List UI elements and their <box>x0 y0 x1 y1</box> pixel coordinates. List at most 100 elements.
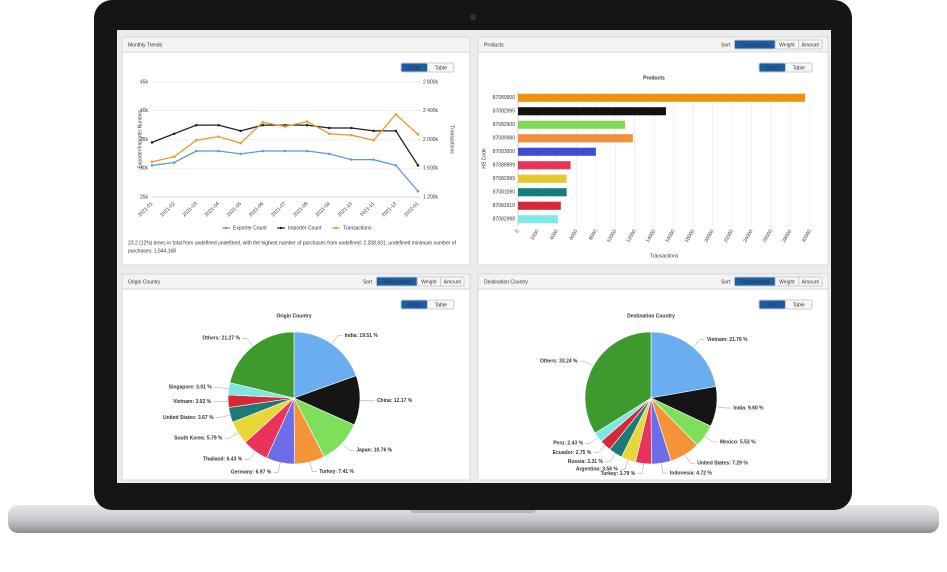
y2-tick-label: 1 600k <box>423 166 439 172</box>
sort-button[interactable] <box>375 276 418 287</box>
legend-marker <box>279 226 283 230</box>
line-point <box>305 149 309 153</box>
view-toggle[interactable] <box>758 62 786 73</box>
legend-marker <box>334 226 338 230</box>
y-tick-label: 87089980 <box>493 136 515 142</box>
line-point <box>261 149 265 153</box>
x-tick-label: 4000 <box>549 228 560 241</box>
label-leader <box>619 459 629 470</box>
label-leader <box>704 436 718 443</box>
line-point <box>239 152 242 156</box>
line-point <box>283 149 287 153</box>
sort-label: Sort <box>721 279 731 285</box>
line-point <box>372 138 375 142</box>
sort-button[interactable] <box>733 276 776 287</box>
label-leader <box>684 454 696 464</box>
label-leader <box>224 432 239 439</box>
sort-button-label: Weight <box>779 279 795 285</box>
label-leader <box>693 339 705 348</box>
bar <box>518 107 666 116</box>
sort-label: Sort <box>363 279 373 285</box>
line-point <box>150 164 154 167</box>
camera <box>470 14 476 20</box>
x-tick-label: 8000 <box>588 228 599 241</box>
view-toggle[interactable] <box>758 299 786 310</box>
view-toggle-label: Chart <box>408 302 421 308</box>
label-leader <box>584 437 599 444</box>
slice-label: Ecuador: 2.75 % <box>553 450 592 456</box>
line-point <box>305 123 309 127</box>
line-point <box>195 138 198 142</box>
sort-button-label: Amount <box>444 279 462 285</box>
line-point <box>328 152 331 156</box>
y-tick-label: 35k <box>140 137 149 143</box>
bar <box>518 161 571 170</box>
y-axis-title: HS Code <box>481 148 487 169</box>
line-point <box>239 141 242 145</box>
sort-button[interactable] <box>733 39 776 50</box>
label-leader <box>331 335 343 345</box>
panel-header <box>121 36 471 53</box>
line-point <box>195 149 198 153</box>
view-toggle[interactable] <box>400 62 428 73</box>
bar <box>518 188 567 197</box>
pie-slice <box>293 331 357 399</box>
chart-title: Destination Country <box>627 313 675 319</box>
line-point <box>394 113 398 116</box>
slice-label: Others: 33.24 % <box>540 359 578 365</box>
slice-label: Argentina: 3.56 % <box>576 467 619 473</box>
label-leader <box>637 463 644 474</box>
sort-label: Sort <box>721 42 731 48</box>
bar <box>518 93 806 102</box>
chart-title: Origin Country <box>276 313 311 319</box>
slice-label: Indonesia: 4.72 % <box>670 470 713 476</box>
y-tick-label: 87082900 <box>493 122 515 128</box>
slice-label: Vietnam: 21.76 % <box>707 337 748 343</box>
x-tick-label: 0 <box>514 228 521 234</box>
bar <box>518 120 626 129</box>
y2-tick-label: 2 800k <box>423 79 439 85</box>
bar <box>518 134 633 143</box>
y-tick-label: 87082995 <box>493 109 515 115</box>
line-point <box>350 158 353 161</box>
panel-title: Destination Country <box>484 279 528 285</box>
slice-label: Turkey: 7.41 % <box>319 469 354 475</box>
slice-label: United States: 3.67 % <box>163 415 214 421</box>
y-tick-label: 87089999 <box>493 163 515 169</box>
summary-note: 23.2 (12%) times in total from undefined… <box>128 240 457 246</box>
y-tick-label: 30k <box>140 166 149 172</box>
label-leader <box>244 451 256 460</box>
label-leader <box>241 338 254 347</box>
line-point <box>328 132 331 136</box>
line-point <box>305 120 309 123</box>
view-toggle[interactable] <box>400 299 428 310</box>
y-axis-title: Exporter/Importer Number <box>137 110 143 168</box>
view-toggle-label: Chart <box>766 302 779 308</box>
line-point <box>372 158 375 161</box>
label-leader <box>213 387 229 390</box>
slice-label: China: 12.17 % <box>377 398 413 404</box>
slice-label: Turkey: 3.79 % <box>601 471 636 477</box>
y-tick-label: 87089900 <box>493 95 515 101</box>
line-point <box>172 155 176 159</box>
label-leader <box>593 445 606 454</box>
slice-label: India: 19.51 % <box>345 333 379 339</box>
slice-label: Vietnam: 3.02 % <box>173 399 212 405</box>
label-leader <box>661 463 668 474</box>
slice-label: Russia: 3.31 % <box>568 459 604 465</box>
line-point <box>172 161 176 164</box>
y-tick-label: 87082999 <box>493 176 515 182</box>
label-leader <box>273 462 281 473</box>
line-point <box>394 129 398 133</box>
view-toggle-label: Chart <box>408 65 421 71</box>
line-point <box>217 135 220 138</box>
x-tick-label: 2000 <box>530 228 541 241</box>
y-tick-label: 87082910 <box>493 203 515 209</box>
slice-label: Singapore: 3.01 % <box>169 385 213 391</box>
y-tick-label: 25k <box>140 194 149 200</box>
sort-button-label: Transactions <box>383 279 412 285</box>
line-point <box>283 125 287 128</box>
y2-tick-label: 1 200k <box>423 194 439 200</box>
y-tick-label: 87082998 <box>493 217 515 223</box>
